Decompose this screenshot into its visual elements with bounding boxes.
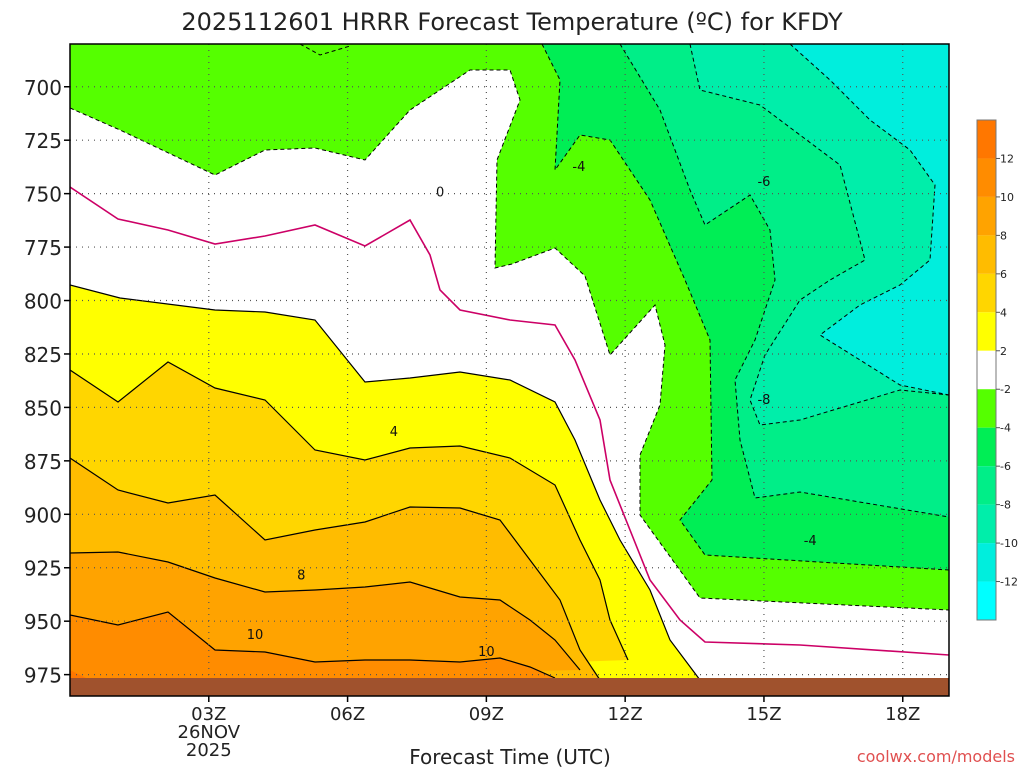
- contour-line-top: [299, 44, 351, 56]
- contour-line-minus8: [689, 44, 949, 426]
- credit-link[interactable]: coolwx.com/models: [857, 747, 1015, 766]
- contour-line-10: [70, 611, 556, 679]
- colorbar-label: 6: [1000, 268, 1007, 281]
- y-tick-label: 775: [24, 236, 62, 260]
- x-tick-label: 18Z: [885, 704, 920, 725]
- colorbar: 12 10 8 6 4 2 -2 -4 -6 -8 -10 -12: [976, 119, 1018, 621]
- chart-title: 2025112601 HRRR Forecast Temperature (ºC…: [181, 8, 843, 36]
- contour-label: 8: [297, 568, 305, 583]
- contour-label: -4: [572, 160, 585, 175]
- x-tick-label: 09Z: [469, 704, 504, 725]
- contour-line-minus4: [541, 44, 949, 571]
- colorbar-label: -10: [1000, 537, 1018, 550]
- colorbar-swatch: [977, 427, 996, 467]
- colorbar-label: 8: [1000, 229, 1007, 242]
- y-tick-label: 800: [24, 290, 62, 314]
- colorbar-label: 4: [1000, 306, 1007, 319]
- contour-line-6: [70, 457, 601, 681]
- contour-line-minus6: [619, 44, 949, 518]
- plot-frame: [69, 43, 950, 697]
- y-tick-label: 875: [24, 450, 62, 474]
- colorbar-swatch: [977, 581, 996, 620]
- colorbar-swatch: [977, 273, 996, 313]
- y-tick-label: 750: [24, 183, 62, 207]
- colorbar-swatch: [977, 543, 996, 582]
- x-tick-label: 12Z: [608, 704, 643, 725]
- colorbar-swatch: [977, 504, 996, 544]
- colorbar-label: -8: [1000, 499, 1011, 512]
- y-axis: 700 725 750 775 800 825 850 875 900 925 950 975: [24, 76, 70, 688]
- contour-label: -4: [804, 534, 817, 549]
- colorbar-label: 2: [1000, 345, 1007, 358]
- y-tick-label: 975: [24, 664, 62, 688]
- y-tick-label: 900: [24, 503, 62, 527]
- contour-label: 10: [478, 645, 495, 660]
- contour-line-zero: [70, 186, 949, 656]
- contour-labels: 0 -4 -6 -8 4 -4 8 10 10: [247, 160, 817, 660]
- colorbar-label: -6: [1000, 460, 1011, 473]
- contour-line-4: [70, 361, 629, 661]
- band-minus12: [790, 44, 949, 395]
- contour-line-minus2: [70, 69, 949, 611]
- x-axis-label: Forecast Time (UTC): [409, 745, 611, 768]
- contour-line-2: [70, 284, 701, 681]
- contour-label: -6: [757, 175, 770, 190]
- colorbar-label: -2: [1000, 383, 1011, 396]
- colorbar-label: -4: [1000, 422, 1011, 435]
- y-tick-label: 825: [24, 343, 62, 367]
- colorbar-label: 12: [1000, 152, 1014, 165]
- y-tick-label: 850: [24, 396, 62, 420]
- y-tick-label: 925: [24, 557, 62, 581]
- contour-field: [70, 44, 949, 696]
- colorbar-swatch: [977, 389, 996, 428]
- contour-label: 0: [436, 186, 444, 201]
- colorbar-label: 10: [1000, 191, 1014, 204]
- x-tick-label: 06Z: [330, 704, 365, 725]
- contour-label: 10: [247, 628, 264, 643]
- contour-line-minus10: [789, 44, 949, 396]
- x-tick-label: 03Z: [191, 704, 226, 725]
- x-tick-date-label: 26NOV: [178, 722, 241, 743]
- colorbar-label: -12: [1000, 576, 1018, 589]
- colorbar-swatch: [977, 466, 996, 505]
- x-tick-date-label: 2025: [186, 740, 232, 761]
- ground-strip: [70, 678, 949, 696]
- y-tick-label: 950: [24, 610, 62, 634]
- contour-label: -8: [757, 393, 770, 408]
- x-tick-label: 15Z: [746, 704, 781, 725]
- colorbar-swatch: [977, 312, 996, 351]
- colorbar-swatch: [977, 235, 996, 274]
- contour-label: 4: [390, 425, 398, 440]
- colorbar-swatch: [977, 350, 996, 390]
- y-tick-label: 700: [24, 76, 62, 100]
- colorbar-swatch: [977, 158, 996, 197]
- colorbar-frame: [976, 119, 997, 621]
- y-tick-label: 725: [24, 129, 62, 153]
- colorbar-swatch: [977, 120, 996, 159]
- colorbar-swatch: [977, 196, 996, 236]
- grid-lines: [70, 44, 949, 696]
- contour-line-8: [70, 551, 581, 671]
